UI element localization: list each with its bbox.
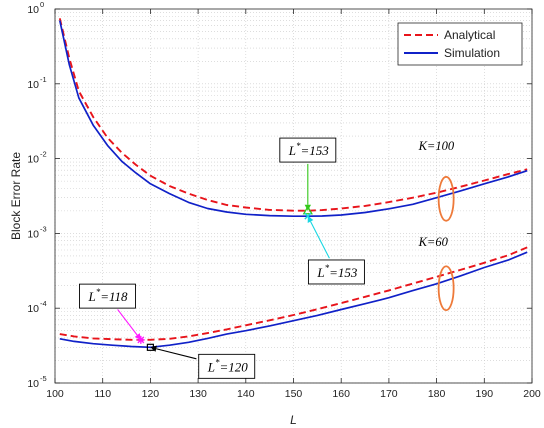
x-tick-label: 140 bbox=[237, 388, 255, 400]
x-tick-label: 110 bbox=[94, 388, 111, 400]
series-analytical-k100 bbox=[58, 18, 528, 212]
legend: Analytical Simulation bbox=[397, 22, 523, 66]
y-axis-title: Block Error Rate bbox=[9, 152, 23, 240]
annotation-label: L*=120 bbox=[207, 357, 249, 374]
annotation-box bbox=[198, 353, 256, 379]
x-tick-label: 170 bbox=[380, 388, 398, 400]
x-tick-label: 130 bbox=[189, 388, 207, 400]
group-ellipse bbox=[437, 265, 455, 312]
x-tick-label: 100 bbox=[46, 388, 64, 400]
annotations: L*=153 L*=153 L*=118 L*=120 bbox=[79, 137, 365, 379]
legend-box bbox=[397, 22, 523, 66]
x-tick-label: 180 bbox=[428, 388, 446, 400]
y-tick-label-exponent: 0 bbox=[40, 0, 44, 9]
legend-label: Analytical bbox=[444, 28, 495, 42]
y-tick-label: 10 bbox=[27, 79, 39, 91]
annotation-label: L*=153 bbox=[316, 263, 358, 280]
y-tick-label: 10 bbox=[27, 303, 39, 315]
y-tick-label: 10 bbox=[27, 228, 39, 240]
series-lines bbox=[58, 18, 528, 349]
group-labels: K=100 K=60 bbox=[418, 139, 455, 249]
series-simulation-k100 bbox=[58, 20, 528, 218]
annotation-arrow bbox=[310, 221, 330, 259]
group-ellipses bbox=[437, 175, 455, 312]
x-tick-label: 160 bbox=[332, 388, 350, 400]
y-tick-label-exponent: -4 bbox=[40, 299, 47, 308]
x-tick-label: 200 bbox=[523, 388, 541, 400]
annotation-label: L*=118 bbox=[87, 287, 128, 304]
plot-frame bbox=[54, 8, 533, 384]
x-axis-title: L bbox=[290, 413, 297, 427]
annotation-arrowhead bbox=[150, 345, 157, 352]
annotation-arrow bbox=[156, 348, 197, 360]
y-tick-label-exponent: -1 bbox=[40, 75, 47, 84]
annotation-label: L*=153 bbox=[288, 141, 330, 158]
x-tick-label: 190 bbox=[476, 388, 494, 400]
group-label: K=100 bbox=[418, 139, 455, 153]
annotation-box bbox=[79, 283, 136, 309]
group-label: K=60 bbox=[418, 235, 449, 249]
group-ellipse bbox=[437, 175, 455, 222]
annotation-arrowhead bbox=[307, 216, 314, 223]
annotation-arrowhead bbox=[304, 204, 312, 211]
x-tick-label: 120 bbox=[142, 388, 160, 400]
y-tick-label-exponent: -5 bbox=[40, 374, 47, 383]
annotation-arrowhead bbox=[134, 333, 141, 340]
annotation-arrow bbox=[117, 309, 138, 336]
series-simulation-k60 bbox=[59, 251, 528, 349]
x-tick-label: 150 bbox=[285, 388, 303, 400]
star-marker bbox=[136, 335, 145, 344]
y-tick-label: 10 bbox=[27, 154, 39, 166]
y-tick-label-exponent: -3 bbox=[40, 224, 47, 233]
y-tick-label-exponent: -2 bbox=[40, 150, 47, 159]
y-tick-label: 10 bbox=[27, 378, 39, 390]
triangle-marker bbox=[302, 205, 313, 215]
annotation-box bbox=[279, 137, 337, 163]
y-tick-label: 10 bbox=[27, 4, 39, 16]
annotation-box bbox=[307, 259, 365, 285]
legend-label: Simulation bbox=[444, 46, 500, 60]
